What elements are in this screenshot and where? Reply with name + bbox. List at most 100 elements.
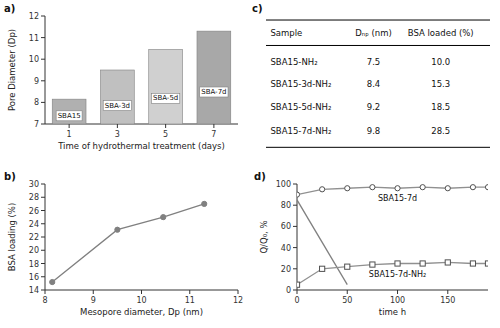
table-cell: 10.0: [431, 57, 450, 67]
marker: [320, 266, 325, 271]
bar: [100, 70, 134, 124]
panel-0: 1357789101112Time of hydrothermal treatm…: [4, 3, 238, 151]
bar-label-box: [56, 111, 82, 121]
line: [52, 204, 204, 282]
panel-label: b): [4, 171, 16, 182]
marker: [370, 262, 375, 267]
y-tick-label: 20: [29, 246, 39, 255]
y-tick: [41, 102, 45, 103]
x-tick-label: 5: [163, 130, 168, 139]
y-tick: [41, 250, 45, 251]
x-tick: [238, 290, 239, 294]
x-tick: [297, 290, 298, 294]
y-tick: [41, 37, 45, 38]
x-axis-label: time h: [379, 307, 406, 317]
bar-label-box: [151, 93, 179, 103]
x-tick-label: 0: [294, 296, 299, 305]
x-tick: [141, 290, 142, 294]
bar-label: SBA-3d: [105, 102, 130, 110]
x-tick: [45, 290, 46, 294]
x-axis-label: Mesopore diameter, Dp (nm): [80, 307, 203, 317]
y-tick-label: 80: [281, 201, 291, 210]
y-tick-label: 20: [281, 265, 291, 274]
x-tick-label: 50: [342, 296, 352, 305]
y-tick: [293, 184, 297, 185]
bar-label: SBA-7d: [201, 88, 226, 96]
y-tick-label: 12: [29, 12, 39, 21]
panel-1: 89101112141618202224262830Mesopore diame…: [4, 171, 243, 317]
y-tick-label: 0: [286, 286, 291, 295]
y-tick: [41, 59, 45, 60]
y-tick-label: 26: [29, 207, 39, 216]
y-tick: [41, 197, 45, 198]
line: [297, 200, 347, 285]
x-tick: [447, 290, 448, 294]
y-tick: [41, 263, 45, 264]
x-tick-label: 12: [233, 296, 243, 305]
table-header: Dₙₚ (nm): [355, 28, 392, 38]
x-tick: [117, 124, 118, 128]
y-tick: [41, 124, 45, 125]
y-tick-label: 22: [29, 233, 39, 242]
x-tick-label: 1: [67, 130, 72, 139]
x-tick: [69, 124, 70, 128]
table-cell: 18.5: [431, 102, 450, 112]
marker: [202, 201, 207, 206]
y-tick: [293, 268, 297, 269]
table-header: BSA loaded (%): [408, 28, 474, 38]
table-rule: [266, 20, 490, 21]
bar-label-box: [200, 87, 228, 97]
figure: 1357789101112Time of hydrothermal treatm…: [0, 0, 500, 328]
bar: [149, 49, 183, 124]
y-tick-label: 10: [29, 55, 39, 64]
marker: [395, 261, 400, 266]
y-axis-label: Q/Q₀, %: [259, 220, 269, 253]
marker: [445, 186, 450, 191]
table-cell: 9.8: [367, 126, 381, 136]
plot-area: [50, 201, 207, 284]
x-tick-label: 8: [42, 296, 47, 305]
x-tick: [93, 290, 94, 294]
x-tick: [165, 124, 166, 128]
y-tick-label: 9: [34, 77, 39, 86]
y-tick: [41, 290, 45, 291]
table-cell: 28.5: [431, 126, 450, 136]
bar: [197, 31, 231, 124]
marker: [470, 261, 475, 266]
marker: [370, 185, 375, 190]
x-tick-label: 100: [390, 296, 405, 305]
y-tick: [41, 223, 45, 224]
panel-label: a): [4, 3, 15, 14]
y-tick: [293, 247, 297, 248]
marker: [485, 185, 488, 190]
line: [297, 262, 488, 284]
x-tick-label: 150: [440, 296, 455, 305]
table-header: Sample: [270, 28, 302, 38]
y-tick-label: 14: [29, 286, 39, 295]
x-axis-line: [297, 290, 488, 291]
x-tick: [213, 124, 214, 128]
marker: [297, 192, 300, 197]
y-tick-label: 28: [29, 193, 39, 202]
y-tick-label: 11: [29, 34, 39, 43]
series-labels: SBA15-7dSBA15-7d-NH₂: [369, 194, 426, 278]
y-tick: [41, 210, 45, 211]
x-tick-label: 11: [185, 296, 195, 305]
marker: [485, 261, 488, 266]
bar: [52, 99, 86, 124]
marker: [420, 261, 425, 266]
table-cell: 9.2: [367, 102, 381, 112]
y-tick: [41, 276, 45, 277]
bar-label: SBA15: [58, 112, 81, 120]
table-rule: [266, 45, 490, 46]
marker: [115, 227, 120, 232]
y-tick: [293, 226, 297, 227]
marker: [395, 186, 400, 191]
y-axis-label: BSA loading (%): [7, 203, 17, 271]
x-axis-label: Time of hydrothermal treatment (days): [57, 141, 225, 151]
marker: [50, 279, 55, 284]
y-tick-label: 8: [34, 98, 39, 107]
panel-label: c): [252, 3, 263, 14]
y-tick: [293, 205, 297, 206]
x-tick: [397, 290, 398, 294]
